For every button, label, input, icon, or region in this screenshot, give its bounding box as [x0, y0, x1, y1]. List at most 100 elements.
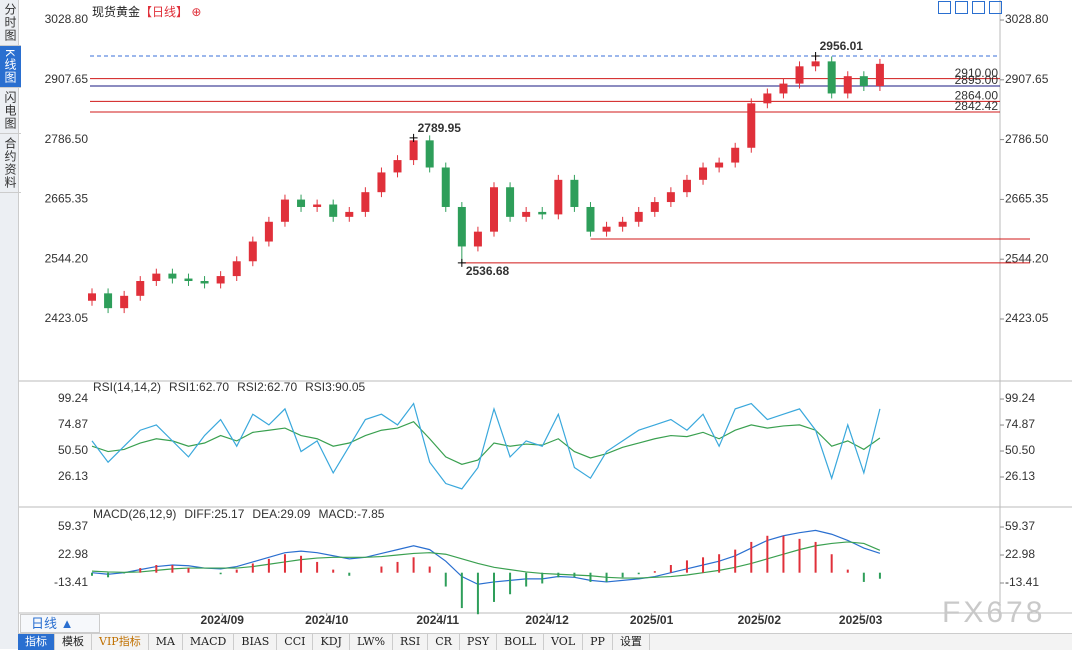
legend-label: DIFF:25.17 [184, 507, 244, 521]
toolbar: 指标 模板 VIP指标 MA MACD BIAS CCI KDJ LW% RSI CR PSY BOLL… [18, 633, 1072, 650]
y-tick-label-right: 2423.05 [1005, 311, 1049, 325]
y-tick-label: 59.37 [58, 519, 88, 533]
y-tick-label: 2423.05 [45, 311, 89, 325]
candle-body [345, 211, 354, 217]
watermark: FX678 [942, 596, 1046, 629]
y-tick-label: 2786.50 [45, 132, 89, 146]
level-label: 2910.00 [955, 66, 999, 80]
x-tick-label: 2025/03 [839, 613, 883, 627]
candle-body [650, 202, 659, 212]
icons[interactable] [938, 1, 1002, 14]
y-tick-label-right: 2665.35 [1005, 192, 1049, 206]
legend-label: RSI2:62.70 [237, 380, 297, 394]
x-tick-label: 2024/12 [525, 613, 569, 627]
toolbar-button[interactable]: 设置 [613, 634, 650, 650]
candle-body [361, 192, 370, 212]
candle-body [425, 140, 434, 168]
candle-body [248, 241, 257, 262]
period-button[interactable]: 日线 ▲ [20, 614, 100, 633]
level-label: 2864.00 [955, 89, 999, 103]
y-tick-label: 50.50 [58, 443, 88, 457]
series-line [91, 541, 881, 579]
candle-body [473, 231, 482, 247]
side-tab[interactable]: 合约资料 [0, 134, 21, 194]
candle-body [634, 211, 643, 222]
toolbar-button[interactable]: MA [149, 634, 183, 650]
legend-label: RSI(14,14,2) [93, 380, 161, 394]
candle-body [699, 167, 708, 180]
sidebar: 分时图 K线图 闪电图 合约资料 [0, 0, 21, 649]
annotation-mark [811, 51, 820, 60]
candle-body [763, 93, 772, 104]
y-tick-label: 2907.65 [45, 72, 89, 86]
candle-body [313, 204, 322, 207]
y-tick-label: -13.41 [54, 575, 88, 589]
level-label: 2895.00 [955, 73, 999, 87]
toolbar-button[interactable]: BIAS [234, 634, 278, 650]
candle-body [731, 147, 740, 163]
side-tab[interactable]: K线图 [0, 46, 21, 89]
toolbar-button[interactable]: RSI [393, 634, 429, 650]
chart: 3028.80 3028.80 2907.65 2907.65 2786.50 2786.… [0, 0, 1072, 627]
y-tick-label-right: -13.41 [1005, 575, 1039, 589]
y-tick-label: 74.87 [58, 417, 88, 431]
toolbar-button[interactable]: BOLL [497, 634, 545, 650]
candle-body [152, 273, 161, 282]
series-line [91, 420, 881, 465]
y-tick-label-right: 2786.50 [1005, 132, 1049, 146]
candle-body [200, 281, 209, 284]
candle-body [843, 76, 852, 94]
candle-body [715, 162, 724, 168]
y-tick-label-right: 99.24 [1005, 391, 1035, 405]
annotation-label: 2956.01 [820, 39, 864, 53]
candle-body [490, 187, 498, 232]
y-tick-label: 26.13 [58, 469, 88, 483]
toolbar-button[interactable]: PSY [460, 634, 498, 650]
candle-body [618, 221, 627, 227]
x-tick-label: 2024/10 [305, 613, 349, 627]
y-tick-label-right: 59.37 [1005, 519, 1035, 533]
toolbar-button[interactable]: KDJ [313, 634, 350, 650]
candle-body [88, 293, 96, 301]
legend-label: MACD(26,12,9) [93, 507, 176, 521]
y-tick-label-right: 26.13 [1005, 469, 1035, 483]
y-tick-label-right: 74.87 [1005, 417, 1035, 431]
legend-label: DEA:29.09 [252, 507, 310, 521]
y-tick-label: 99.24 [58, 391, 88, 405]
annotation-label: 2536.68 [466, 264, 510, 278]
toolbar-button[interactable]: 模板 [55, 634, 92, 650]
y-tick-label-right: 50.50 [1005, 443, 1035, 457]
candle-body [570, 179, 579, 207]
toolbar-button[interactable]: CCI [277, 634, 314, 650]
candle-body [393, 160, 402, 173]
period: 【日线】 [140, 5, 189, 19]
toolbar-button[interactable]: 指标 [18, 634, 55, 650]
candle-body [104, 293, 113, 309]
title: 现货黄金 [92, 5, 141, 19]
y-tick-label-right: 3028.80 [1005, 12, 1049, 26]
toolbar-button[interactable]: CR [428, 634, 460, 650]
y-tick-label-right: 2544.20 [1005, 251, 1049, 265]
candle-body [586, 206, 595, 232]
candle-body [682, 179, 691, 193]
toolbar-button[interactable]: PP [583, 634, 613, 650]
candle-body [666, 192, 675, 203]
side-tab[interactable]: 闪电图 [0, 88, 21, 135]
toolbar-button[interactable]: VIP指标 [92, 634, 149, 650]
candle-body [136, 281, 145, 296]
candle-body [875, 63, 884, 87]
toolbar-button[interactable]: VOL [544, 634, 584, 650]
toolbar-button[interactable]: MACD [183, 634, 235, 650]
x-tick-label: 2024/09 [201, 613, 245, 627]
candle-body [184, 278, 193, 282]
side-tab[interactable]: 分时图 [0, 0, 21, 46]
legend-label: RSI1:62.70 [169, 380, 229, 394]
toolbar-button[interactable]: LW% [350, 634, 394, 650]
candle-body [602, 226, 611, 232]
candle-body [522, 211, 531, 217]
candle-body [506, 187, 515, 217]
candle-body [120, 295, 129, 309]
candle-body [554, 179, 563, 215]
annotation-label: 2789.95 [418, 121, 462, 135]
